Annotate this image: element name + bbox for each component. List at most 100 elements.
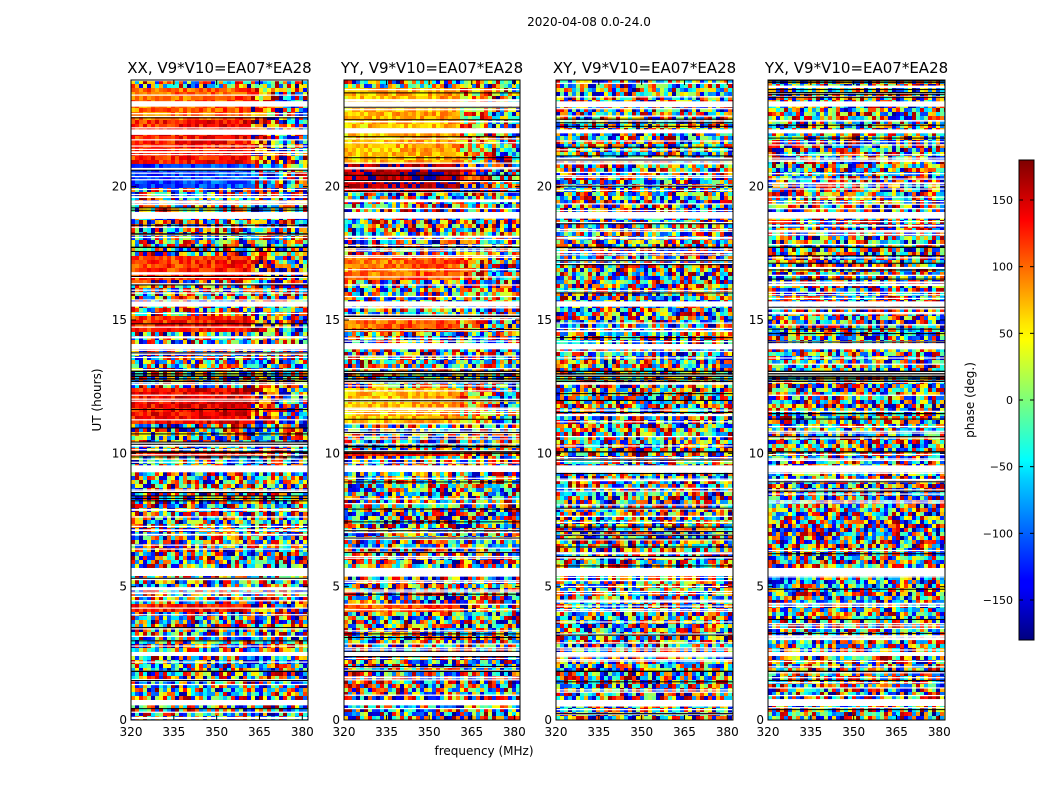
heatmap-cell <box>231 172 235 176</box>
heatmap-cell <box>235 328 239 332</box>
heatmap-cell <box>155 484 159 488</box>
heatmap-cell <box>291 436 295 440</box>
heatmap-cell <box>215 204 219 208</box>
heatmap-cell <box>167 248 171 252</box>
heatmap-cell <box>151 412 155 416</box>
heatmap-cell <box>171 480 175 484</box>
heatmap-cell <box>275 140 279 144</box>
heatmap-cell <box>195 400 199 404</box>
heatmap-cell <box>247 324 251 328</box>
heatmap-cell <box>191 472 195 476</box>
heatmap-cell <box>263 320 267 324</box>
heatmap-cell <box>235 400 239 404</box>
heatmap-cell <box>287 152 291 156</box>
heatmap-cell <box>267 420 271 424</box>
heatmap-cell <box>263 84 267 88</box>
heatmap-cell <box>295 332 299 336</box>
heatmap-cell <box>183 228 187 232</box>
heatmap-cell <box>143 84 147 88</box>
heatmap-cell <box>267 204 271 208</box>
heatmap-cell <box>219 92 223 96</box>
heatmap-cell <box>195 108 199 112</box>
heatmap-cell <box>175 244 179 248</box>
heatmap-cell <box>267 280 271 284</box>
heatmap-cell <box>239 484 243 488</box>
heatmap-cell <box>299 316 303 320</box>
heatmap-cell <box>235 240 239 244</box>
heatmap-cell <box>287 256 291 260</box>
heatmap-cell <box>175 176 179 180</box>
heatmap-cell <box>143 328 147 332</box>
heatmap-cell <box>175 316 179 320</box>
heatmap-cell <box>203 456 207 460</box>
heatmap-cell <box>167 88 171 92</box>
heatmap-cell <box>171 88 175 92</box>
heatmap-cell <box>223 392 227 396</box>
heatmap-cell <box>155 512 159 516</box>
heatmap-cell <box>183 340 187 344</box>
heatmap-cell <box>215 516 219 520</box>
heatmap-cell <box>275 396 279 400</box>
heatmap-cell <box>247 512 251 516</box>
heatmap-cell <box>139 380 143 384</box>
heatmap-cell <box>283 512 287 516</box>
heatmap-cell <box>143 320 147 324</box>
heatmap-cell <box>235 436 239 440</box>
heatmap-cell <box>191 296 195 300</box>
heatmap-cell <box>279 264 283 268</box>
heatmap-cell <box>251 424 255 428</box>
heatmap-cell <box>263 340 267 344</box>
heatmap-cell <box>263 376 267 380</box>
heatmap-cell <box>155 364 159 368</box>
heatmap-cell <box>147 320 151 324</box>
heatmap-cell <box>223 228 227 232</box>
heatmap-cell <box>219 416 223 420</box>
heatmap-cell <box>263 180 267 184</box>
heatmap-cell <box>179 164 183 168</box>
heatmap-cell <box>143 92 147 96</box>
heatmap-cell <box>287 360 291 364</box>
heatmap-cell <box>131 484 135 488</box>
heatmap-cell <box>299 256 303 260</box>
heatmap-cell <box>223 124 227 128</box>
heatmap-cell <box>163 204 167 208</box>
heatmap-cell <box>299 484 303 488</box>
heatmap-cell <box>235 228 239 232</box>
heatmap-cell <box>239 404 243 408</box>
heatmap-cell <box>155 184 159 188</box>
heatmap-cell <box>263 184 267 188</box>
heatmap-cell <box>291 380 295 384</box>
heatmap-cell <box>139 252 143 256</box>
heatmap-cell <box>183 96 187 100</box>
heatmap-cell <box>255 224 259 228</box>
heatmap-cell <box>135 292 139 296</box>
heatmap-cell <box>275 408 279 412</box>
heatmap-cell <box>291 308 295 312</box>
heatmap-cell <box>143 500 147 504</box>
heatmap-cell <box>251 152 255 156</box>
heatmap-cell <box>159 136 163 140</box>
heatmap-cell <box>299 420 303 424</box>
heatmap-cell <box>275 428 279 432</box>
heatmap-cell <box>251 388 255 392</box>
heatmap-cell <box>227 504 231 508</box>
heatmap-cell <box>303 332 307 336</box>
heatmap-cell <box>271 364 275 368</box>
heatmap-cell <box>203 392 207 396</box>
heatmap-cell <box>143 340 147 344</box>
heatmap-cell <box>287 376 291 380</box>
heatmap-cell <box>271 180 275 184</box>
heatmap-cell <box>247 436 251 440</box>
heatmap-cell <box>199 92 203 96</box>
heatmap-cell <box>159 124 163 128</box>
heatmap-cell <box>195 180 199 184</box>
heatmap-cell <box>299 412 303 416</box>
heatmap-cell <box>151 492 155 496</box>
heatmap-cell <box>239 396 243 400</box>
heatmap-cell <box>303 180 307 184</box>
heatmap-cell <box>251 376 255 380</box>
heatmap-cell <box>235 380 239 384</box>
heatmap-cell <box>299 124 303 128</box>
heatmap-cell <box>199 268 203 272</box>
heatmap-cell <box>131 120 135 124</box>
